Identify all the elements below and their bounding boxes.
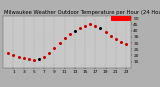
Bar [111, 16, 131, 21]
Text: Milwaukee Weather Outdoor Temperature per Hour (24 Hours): Milwaukee Weather Outdoor Temperature pe… [4, 10, 160, 15]
